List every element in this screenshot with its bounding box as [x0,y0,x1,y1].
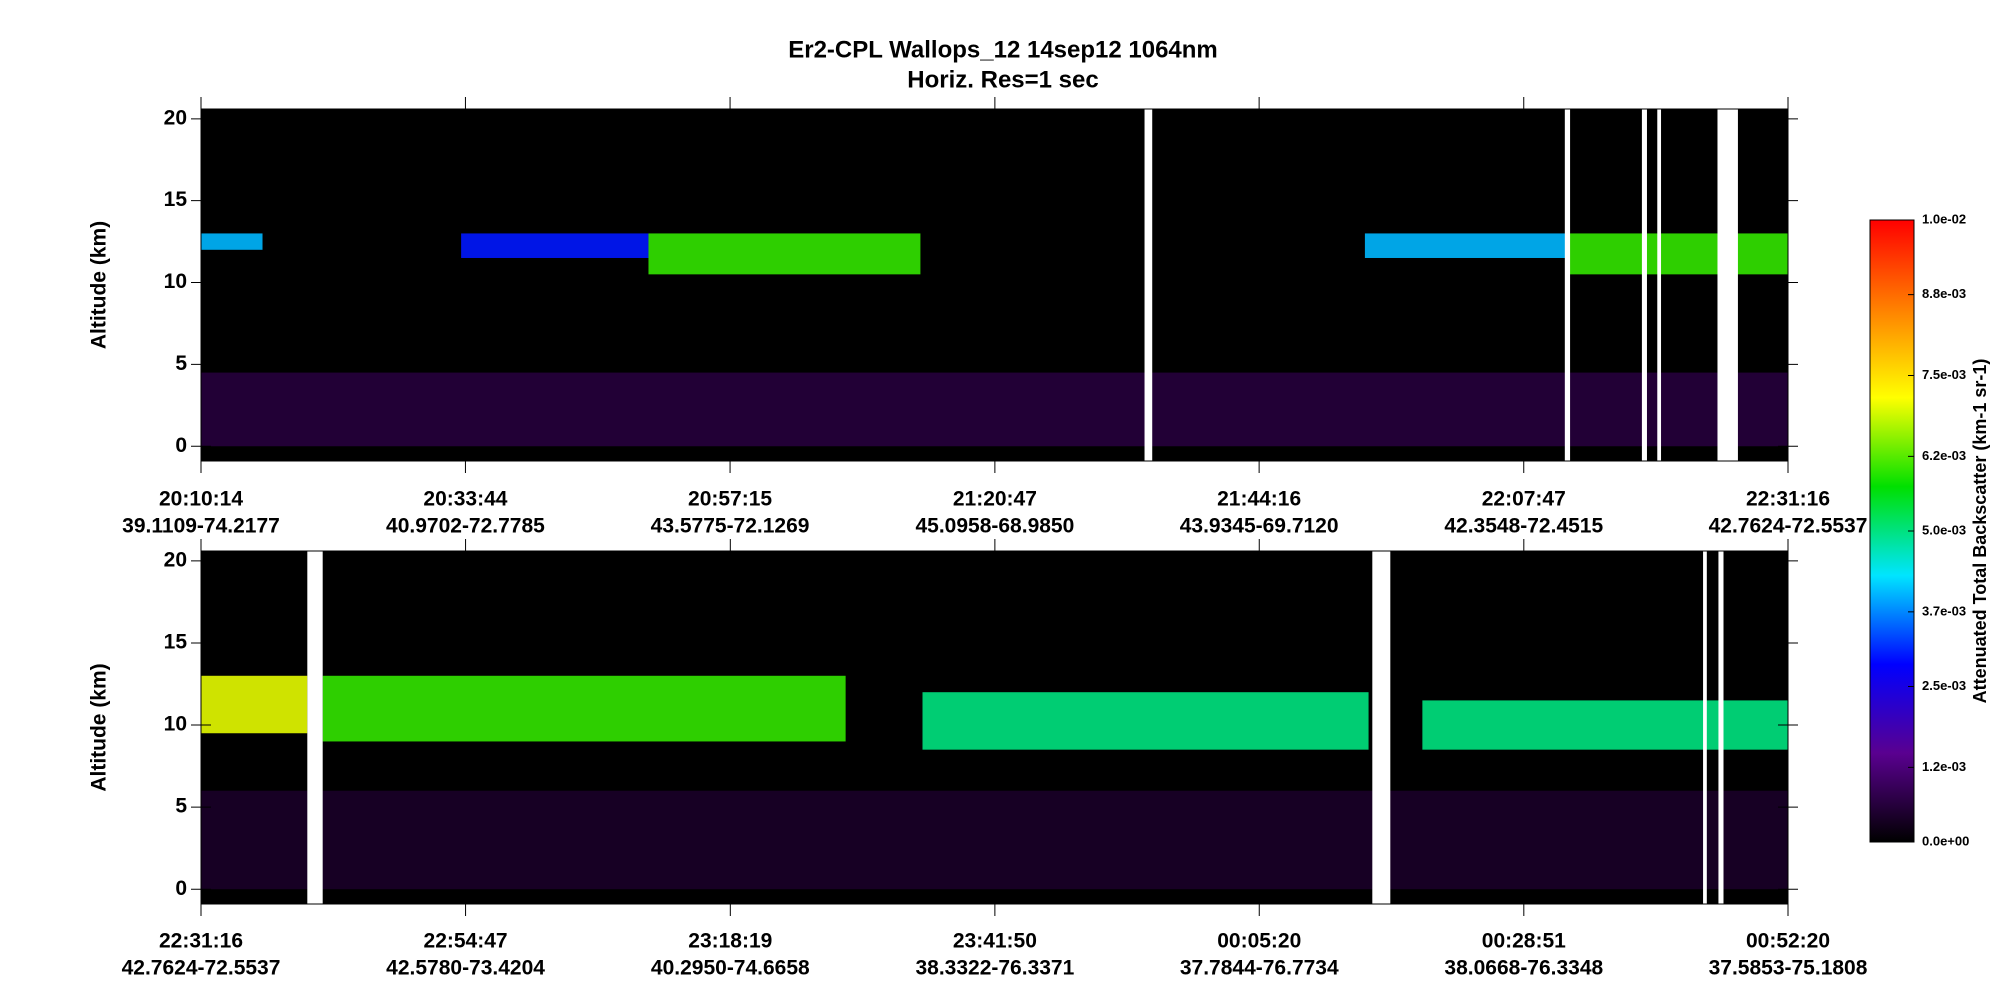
x-tick-label: 22:54:47 [424,930,508,953]
x-tick-label: 21:44:16 [1217,488,1301,511]
data-gap [1564,109,1571,461]
colorbar-label: Attenuated Total Backscatter (km-1 sr-1) [1970,359,1990,704]
data-gap [307,551,323,904]
y-tick-label: 5 [175,795,187,818]
x-tick-label: 00:28:51 [1482,930,1566,953]
x-tick-sublabel: 38.3322-76.3371 [915,957,1074,980]
y-tick-label: 15 [164,630,188,653]
cloud-layer [201,233,263,250]
y-tick-label: 10 [164,713,187,736]
colorbar-tick-label: 5.0e-03 [1922,522,1966,537]
x-tick-sublabel: 45.0958-68.9850 [915,515,1074,538]
cloud-layer [201,675,308,734]
x-tick-label: 00:05:20 [1217,930,1301,953]
x-tick-label: 00:52:20 [1746,930,1830,953]
x-tick-label: 22:31:16 [1746,488,1830,511]
cloud-layer [322,675,846,742]
data-gap [1717,109,1738,461]
x-tick-sublabel: 38.0668-76.3348 [1444,957,1603,980]
x-tick-sublabel: 42.5780-73.4204 [386,957,545,980]
colorbar-tick-label: 3.7e-03 [1922,603,1966,618]
data-gap [1657,109,1662,461]
chart-subtitle: Horiz. Res=1 sec [907,66,1098,93]
cloud-layer [201,372,1788,447]
x-tick-sublabel: 42.3548-72.4515 [1444,515,1603,538]
y-tick-label: 0 [175,877,187,900]
x-tick-label: 20:33:44 [423,488,507,511]
x-tick-sublabel: 43.5775-72.1269 [651,515,810,538]
cloud-layer [461,233,649,258]
x-tick-label: 20:10:14 [159,488,243,511]
cloud-layer [1567,233,1788,275]
x-tick-sublabel: 42.7624-72.5537 [1709,515,1868,538]
y-tick-label: 10 [164,270,187,293]
colorbar-tick-label: 2.5e-03 [1922,678,1966,693]
data-gap [1718,551,1724,904]
y-axis-label: Altitude (km) [88,663,111,791]
x-tick-sublabel: 40.9702-72.7785 [386,515,545,538]
x-tick-sublabel: 37.5853-75.1808 [1709,957,1868,980]
x-tick-label: 23:18:19 [688,930,772,953]
x-tick-label: 21:20:47 [953,488,1037,511]
cloud-layer [1364,233,1568,258]
x-tick-label: 22:31:16 [159,930,243,953]
x-tick-sublabel: 39.1109-74.2177 [122,515,280,538]
x-tick-sublabel: 42.7624-72.5537 [122,957,281,980]
axes [191,539,1798,916]
y-tick-label: 20 [164,548,187,571]
colorbar-tick-label: 0.0e+00 [1922,833,1969,848]
colorbar-tick-label: 8.8e-03 [1922,286,1966,301]
data-gap [1372,551,1391,904]
colorbar [1869,219,1915,843]
cloud-layer [201,790,1788,890]
chart-title: Er2-CPL Wallops_12 14sep12 1064nm [788,36,1218,63]
x-tick-sublabel: 37.7844-76.7734 [1180,957,1339,980]
data-gap [1144,109,1153,461]
x-tick-sublabel: 43.9345-69.7120 [1180,515,1339,538]
x-tick-label: 20:57:15 [688,488,772,511]
y-tick-label: 0 [175,434,187,457]
colorbar-tick-label: 1.2e-03 [1922,759,1966,774]
axes [191,97,1798,473]
y-tick-label: 20 [164,106,187,129]
y-tick-label: 5 [175,352,187,375]
colorbar-tick-label: 6.2e-03 [1922,448,1966,463]
x-tick-label: 23:41:50 [953,930,1037,953]
y-tick-label: 15 [164,188,188,211]
x-tick-label: 22:07:47 [1482,488,1566,511]
data-gap [1703,551,1707,904]
cloud-layer [1422,700,1788,750]
x-tick-sublabel: 40.2950-74.6658 [651,957,810,980]
cloud-layer [922,692,1369,750]
colorbar-tick-label: 1.0e-02 [1922,211,1966,226]
colorbar-tick-label: 7.5e-03 [1922,367,1966,382]
data-gap [1641,109,1647,461]
y-axis-label: Altitude (km) [88,221,111,349]
cloud-layer [648,233,921,275]
